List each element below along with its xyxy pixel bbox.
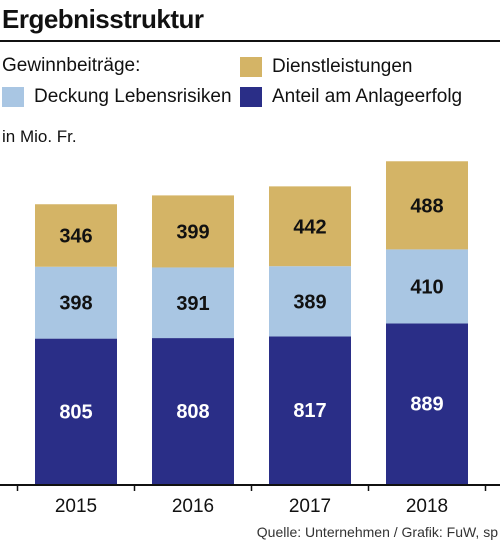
legend-swatch-anlageerfolg (240, 87, 262, 107)
bar-2016-series-0 (152, 338, 234, 484)
bar-2018-series-2 (386, 161, 468, 250)
title-rule (0, 40, 500, 42)
legend-item-dienstleistungen: Dienstleistungen (240, 56, 412, 78)
bar-2015-series-2 (35, 204, 117, 267)
x-tick-label-2018: 2018 (406, 496, 448, 517)
legend-item-anlageerfolg: Anteil am Anlageerfolg (240, 86, 462, 108)
value-label-2018-series-2: 488 (410, 195, 443, 217)
x-tick-label-2015: 2015 (55, 496, 97, 517)
legend-intro: Gewinnbeiträge: (2, 55, 141, 76)
legend-label-deckung: Deckung Lebensrisiken (34, 86, 232, 107)
bar-2016-series-2 (152, 195, 234, 268)
unit-label: in Mio. Fr. (2, 127, 77, 146)
value-label-2015-series-0: 805 (59, 401, 92, 423)
value-label-2018-series-0: 889 (410, 394, 443, 416)
bar-2018-series-1 (386, 249, 468, 324)
value-label-2017-series-2: 442 (293, 216, 326, 238)
chart-title: Ergebnisstruktur (2, 4, 204, 34)
bar-2017-series-0 (269, 336, 351, 484)
legend-label-anlageerfolg: Anteil am Anlageerfolg (272, 86, 463, 107)
value-label-2016-series-0: 808 (176, 401, 209, 423)
value-label-2016-series-1: 391 (176, 293, 209, 315)
bar-2015-series-1 (35, 266, 117, 339)
bar-2017-series-2 (269, 186, 351, 267)
x-tick-label-2016: 2016 (172, 496, 214, 517)
legend-item-deckung: Deckung Lebensrisiken (2, 86, 232, 108)
value-label-2016-series-2: 399 (176, 221, 209, 243)
value-label-2017-series-0: 817 (293, 400, 326, 422)
bar-2016-series-1 (152, 267, 234, 339)
value-label-2015-series-1: 398 (59, 293, 92, 315)
legend-swatch-dienstleistungen (240, 57, 262, 77)
legend-label-dienstleistungen: Dienstleistungen (272, 56, 413, 77)
bar-2018-series-0 (386, 323, 468, 484)
bar-2015-series-0 (35, 338, 117, 484)
legend-swatch-deckung (2, 87, 24, 107)
bar-2017-series-1 (269, 266, 351, 337)
value-label-2017-series-1: 389 (293, 291, 326, 313)
source-note: Quelle: Unternehmen / Grafik: FuW, sp (256, 524, 498, 540)
x-tick-label-2017: 2017 (289, 496, 331, 517)
value-label-2015-series-2: 346 (59, 225, 92, 247)
value-label-2018-series-1: 410 (410, 276, 443, 298)
